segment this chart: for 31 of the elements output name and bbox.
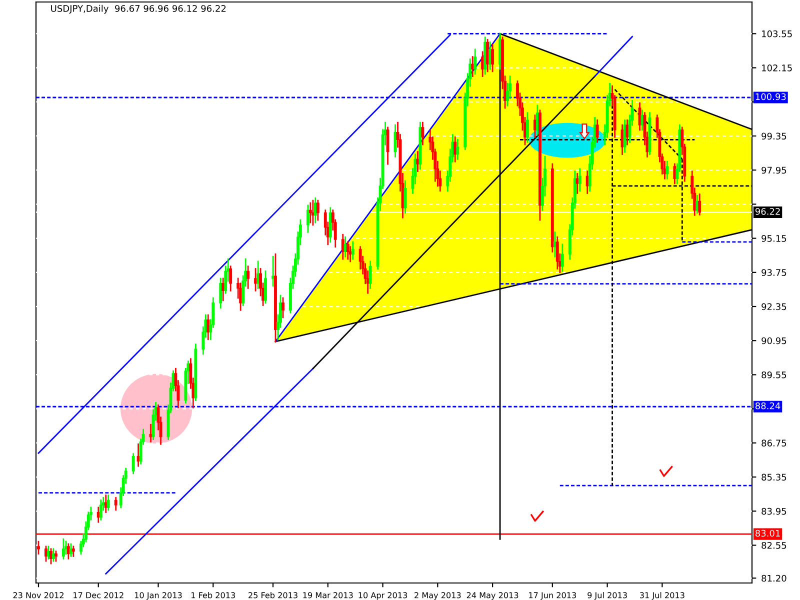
- y-tick-label: 89.55: [762, 371, 786, 378]
- y-tick-label: 103.55: [762, 30, 792, 38]
- x-tick-label: 17 Jun 2013: [529, 592, 576, 600]
- y-tick-label: 85.35: [762, 474, 786, 481]
- x-tick-label: 2 May 2013: [414, 592, 461, 600]
- ref-line-label: 83.01: [755, 530, 780, 537]
- y-tick-label: 90.95: [762, 337, 786, 344]
- y-tick-label: 99.35: [762, 132, 786, 140]
- ref-line-label: 96.22: [755, 208, 780, 215]
- y-tick-label: 93.75: [762, 269, 786, 276]
- y-tick-label: 82.55: [762, 542, 786, 549]
- chart-title: USDJPY,Daily 96.67 96.96 96.12 96.22: [51, 4, 226, 14]
- x-tick-label: 24 May 2013: [466, 592, 518, 600]
- y-tick-label: 86.75: [762, 440, 786, 446]
- x-tick-label: 10 Apr 2013: [358, 592, 408, 600]
- y-tick-label: 92.35: [762, 303, 786, 310]
- x-tick-label: 23 Nov 2012: [13, 592, 64, 598]
- x-tick-label: 10 Jan 2013: [134, 592, 182, 600]
- x-tick-label: 19 Mar 2013: [303, 592, 353, 598]
- y-tick-label: 81.20: [762, 574, 786, 582]
- x-tick-label: 9 Jul 2013: [588, 592, 627, 600]
- ref-line-label: 88.24: [755, 402, 780, 410]
- y-tick-label: 102.15: [762, 64, 792, 72]
- y-tick-label: 83.95: [762, 508, 786, 515]
- y-tick-label: 95.15: [762, 235, 786, 242]
- x-tick-label: 25 Feb 2013: [248, 592, 298, 598]
- ref-line-label: 100.93: [756, 93, 786, 100]
- x-tick-label: 1 Feb 2013: [192, 592, 235, 598]
- x-tick-label: 17 Dec 2012: [74, 592, 124, 598]
- x-tick-label: 31 Jul 2013: [640, 592, 684, 600]
- y-tick-label: 97.95: [762, 166, 786, 174]
